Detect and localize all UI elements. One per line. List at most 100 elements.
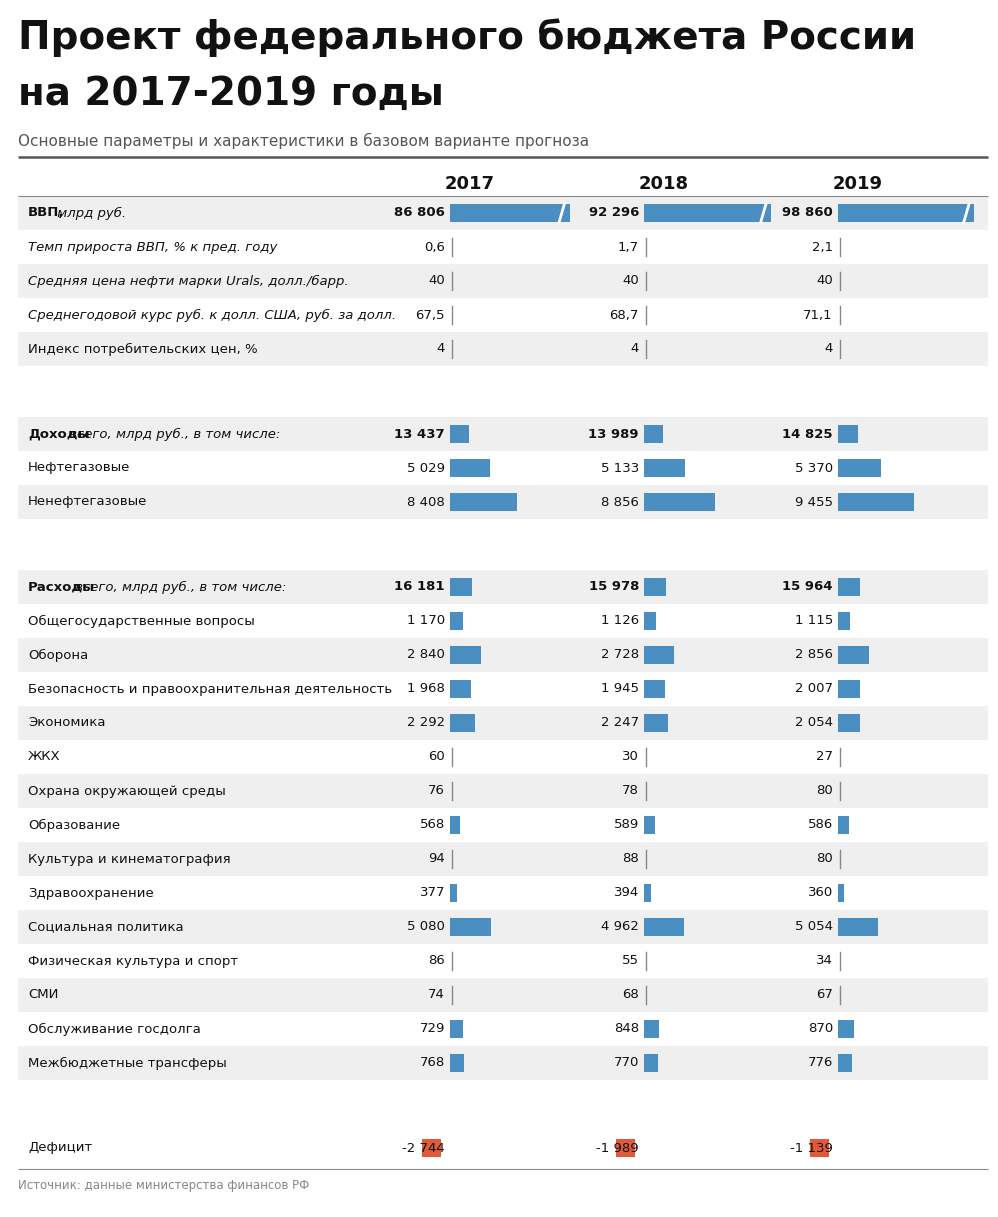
Text: 2 728: 2 728	[601, 649, 639, 662]
Text: 2 007: 2 007	[795, 683, 833, 695]
Text: Доходы: Доходы	[28, 427, 90, 441]
Text: 14 825: 14 825	[782, 427, 833, 441]
Text: Культура и кинематография: Культура и кинематография	[28, 852, 231, 865]
Bar	[838, 1054, 852, 1072]
Bar	[644, 646, 674, 664]
Bar	[644, 612, 657, 630]
Text: 40: 40	[428, 275, 445, 287]
Bar	[450, 203, 570, 223]
Bar	[450, 918, 491, 936]
Text: 67: 67	[816, 988, 833, 1002]
Text: 586: 586	[807, 819, 833, 831]
Bar	[18, 910, 988, 944]
Bar	[838, 815, 848, 835]
Text: 40: 40	[622, 275, 639, 287]
Text: 770: 770	[614, 1056, 639, 1070]
Bar	[450, 713, 475, 733]
Text: 2 292: 2 292	[407, 717, 445, 729]
Bar	[18, 876, 988, 910]
Text: 68,7: 68,7	[610, 308, 639, 321]
Text: 589: 589	[614, 819, 639, 831]
Text: 377: 377	[419, 886, 445, 899]
Text: 394: 394	[614, 886, 639, 899]
Bar	[838, 918, 878, 936]
Text: 8 408: 8 408	[407, 495, 445, 509]
Bar	[644, 459, 685, 477]
Text: 1 115: 1 115	[794, 615, 833, 628]
Bar	[838, 679, 860, 699]
Bar	[18, 774, 988, 808]
Text: 1 968: 1 968	[407, 683, 445, 695]
Bar	[838, 884, 844, 902]
Bar	[644, 713, 669, 733]
Bar	[644, 578, 666, 596]
Text: 80: 80	[816, 785, 833, 797]
Text: 5 080: 5 080	[407, 920, 445, 933]
Bar	[18, 944, 988, 978]
Bar	[18, 486, 988, 518]
Text: Социальная политика: Социальная политика	[28, 920, 184, 933]
Text: 2 856: 2 856	[795, 649, 833, 662]
Text: 55: 55	[622, 954, 639, 968]
Bar	[838, 493, 913, 511]
Text: Средняя цена нефти марки Urals, долл./барр.: Средняя цена нефти марки Urals, долл./ба…	[28, 275, 348, 287]
Bar	[450, 425, 468, 443]
Text: на 2017-2019 годы: на 2017-2019 годы	[18, 75, 444, 113]
Text: 2 054: 2 054	[795, 717, 833, 729]
Text: 2017: 2017	[445, 175, 495, 194]
Text: 4: 4	[631, 342, 639, 355]
Text: 76: 76	[428, 785, 445, 797]
Text: 40: 40	[816, 275, 833, 287]
Bar	[450, 815, 460, 835]
Text: 870: 870	[807, 1022, 833, 1036]
Text: 16 181: 16 181	[394, 581, 445, 594]
Text: Дефицит: Дефицит	[28, 1142, 92, 1155]
Text: 13 989: 13 989	[589, 427, 639, 441]
Text: млрд руб.: млрд руб.	[53, 207, 126, 219]
Bar	[644, 1020, 660, 1038]
Bar	[18, 452, 988, 486]
Text: 360: 360	[807, 886, 833, 899]
Text: 1 126: 1 126	[601, 615, 639, 628]
Text: 776: 776	[807, 1056, 833, 1070]
Text: 4 962: 4 962	[601, 920, 639, 933]
Bar	[810, 1139, 828, 1157]
Text: Темп прироста ВВП, % к пред. году: Темп прироста ВВП, % к пред. году	[28, 241, 277, 253]
Bar	[18, 1131, 988, 1165]
Bar	[838, 612, 850, 630]
Text: 2 840: 2 840	[407, 649, 445, 662]
Bar	[838, 1020, 853, 1038]
Bar	[644, 918, 684, 936]
Text: 78: 78	[622, 785, 639, 797]
Text: Основные параметры и характеристики в базовом варианте прогноза: Основные параметры и характеристики в ба…	[18, 133, 589, 150]
Bar	[18, 264, 988, 298]
Bar	[450, 1054, 464, 1072]
Text: 34: 34	[816, 954, 833, 968]
Bar	[18, 706, 988, 740]
Bar	[644, 815, 655, 835]
Text: 4: 4	[436, 342, 445, 355]
Text: 92 296: 92 296	[589, 207, 639, 219]
Text: Проект федерального бюджета России: Проект федерального бюджета России	[18, 18, 916, 57]
Text: 5 029: 5 029	[407, 461, 445, 475]
Bar	[18, 604, 988, 638]
Text: 5 370: 5 370	[794, 461, 833, 475]
Text: 60: 60	[428, 751, 445, 763]
Text: 1 170: 1 170	[407, 615, 445, 628]
Bar	[18, 638, 988, 672]
Bar	[18, 570, 988, 604]
Text: СМИ: СМИ	[28, 988, 58, 1002]
Text: 568: 568	[420, 819, 445, 831]
Bar	[644, 1054, 658, 1072]
Bar	[450, 612, 463, 630]
Bar	[18, 417, 988, 452]
Text: 15 964: 15 964	[782, 581, 833, 594]
Bar	[450, 459, 490, 477]
Text: Охрана окружающей среды: Охрана окружающей среды	[28, 785, 226, 797]
Bar	[838, 425, 858, 443]
Bar	[838, 459, 881, 477]
Text: 15 978: 15 978	[589, 581, 639, 594]
Text: 71,1: 71,1	[803, 308, 833, 321]
Bar	[644, 493, 715, 511]
Text: Образование: Образование	[28, 819, 120, 831]
